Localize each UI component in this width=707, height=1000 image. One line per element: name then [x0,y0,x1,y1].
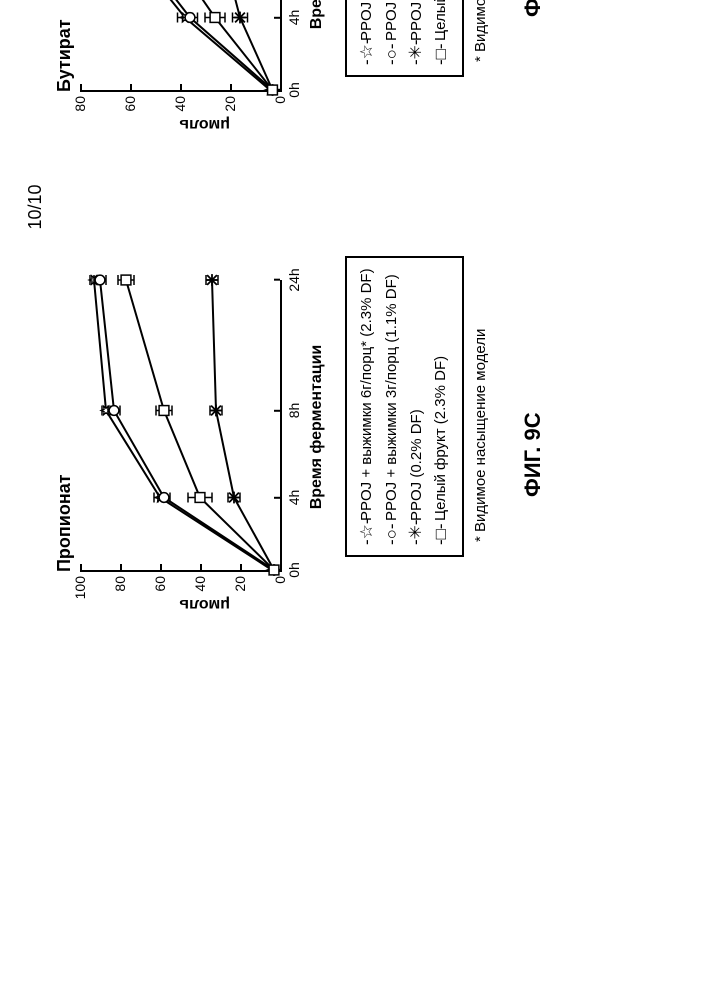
ytick: 40 [172,90,188,112]
chart-title-c: Пропионат [54,474,75,572]
star-icon: -☆- [355,527,380,545]
ytick: 60 [152,570,168,592]
xlabel-c: Время ферментации [308,282,326,572]
footnote-d: * Видимое насыщение модели [472,0,489,62]
legend-item: -✳- PPOJ (0.2% DF) [404,268,429,545]
panel-9c: Пропионат 0204060801000h4h8h24h Время фе… [0,207,282,647]
circle-icon: -○- [380,47,405,65]
legend-text: PPOJ (0.2% DF) [406,409,428,521]
legend-item: -☆- PPOJ + выжимки 6г/порц* (2.3% DF) [355,0,380,65]
fig-label-d: ФИГ. 9D [520,0,546,17]
ytick: 80 [112,570,128,592]
circle-icon: -○- [380,527,405,545]
xlabel-d: Время ферментации [308,0,326,92]
fig-label-c: ФИГ. 9C [520,412,546,497]
ytick: 20 [222,90,238,112]
star-icon: -☆- [355,47,380,65]
legend-item: -□- Целый фрукт (2.3% DF) [429,0,454,65]
xtick: 24h [280,268,302,291]
legend-item: -○- PPOJ + выжимки 3г/порц (1.1% DF) [380,0,405,65]
legend-text: PPOJ + выжимки 3г/порц (1.1% DF) [381,0,403,41]
ytick: 20 [232,570,248,592]
legend-text: PPOJ + выжимки 6г/порц* (2.3% DF) [356,0,378,41]
legend-text: PPOJ (0.2% DF) [406,0,428,41]
chart-c: 0204060801000h4h8h24h [80,280,282,572]
ytick: 40 [192,570,208,592]
xtick: 0h [280,562,302,578]
square-icon: -□- [429,47,454,65]
xtick: 4h [280,10,302,26]
legend-d: -☆-PPOJ + выжимки 6г/порц* (2.3% DF)-○-P… [345,0,464,77]
legend-item: -□- Целый фрукт (2.3% DF) [429,268,454,545]
legend-item: -✳- PPOJ (0.2% DF) [404,0,429,65]
square-icon: -□- [429,527,454,545]
cross-icon: -✳- [404,527,429,545]
legend-c: -☆-PPOJ + выжимки 6г/порц* (2.3% DF)-○-P… [345,256,464,557]
legend-text: PPOJ + выжимки 6г/порц* (2.3% DF) [356,268,378,521]
legend-item: -☆- PPOJ + выжимки 6г/порц* (2.3% DF) [355,268,380,545]
footnote-c: * Видимое насыщение модели [472,329,489,542]
panel-9d: Бутират 0204060800h4h8h24h Время фермент… [0,0,282,167]
xtick: 8h [280,403,302,419]
legend-text: PPOJ + выжимки 3г/порц (1.1% DF) [381,274,403,521]
ylabel-d: μмоль [179,115,230,133]
legend-item: -○- PPOJ + выжимки 3г/порц (1.1% DF) [380,268,405,545]
chart-d: 0204060800h4h8h24h [80,0,282,92]
legend-text: Целый фрукт (2.3% DF) [430,0,452,41]
cross-icon: -✳- [404,47,429,65]
legend-text: Целый фрукт (2.3% DF) [430,356,452,521]
chart-title-d: Бутират [54,19,75,92]
ytick: 80 [72,90,88,112]
ytick: 60 [122,90,138,112]
ytick: 100 [72,570,88,599]
ylabel-c: μмоль [179,595,230,613]
xtick: 4h [280,490,302,506]
xtick: 0h [280,82,302,98]
